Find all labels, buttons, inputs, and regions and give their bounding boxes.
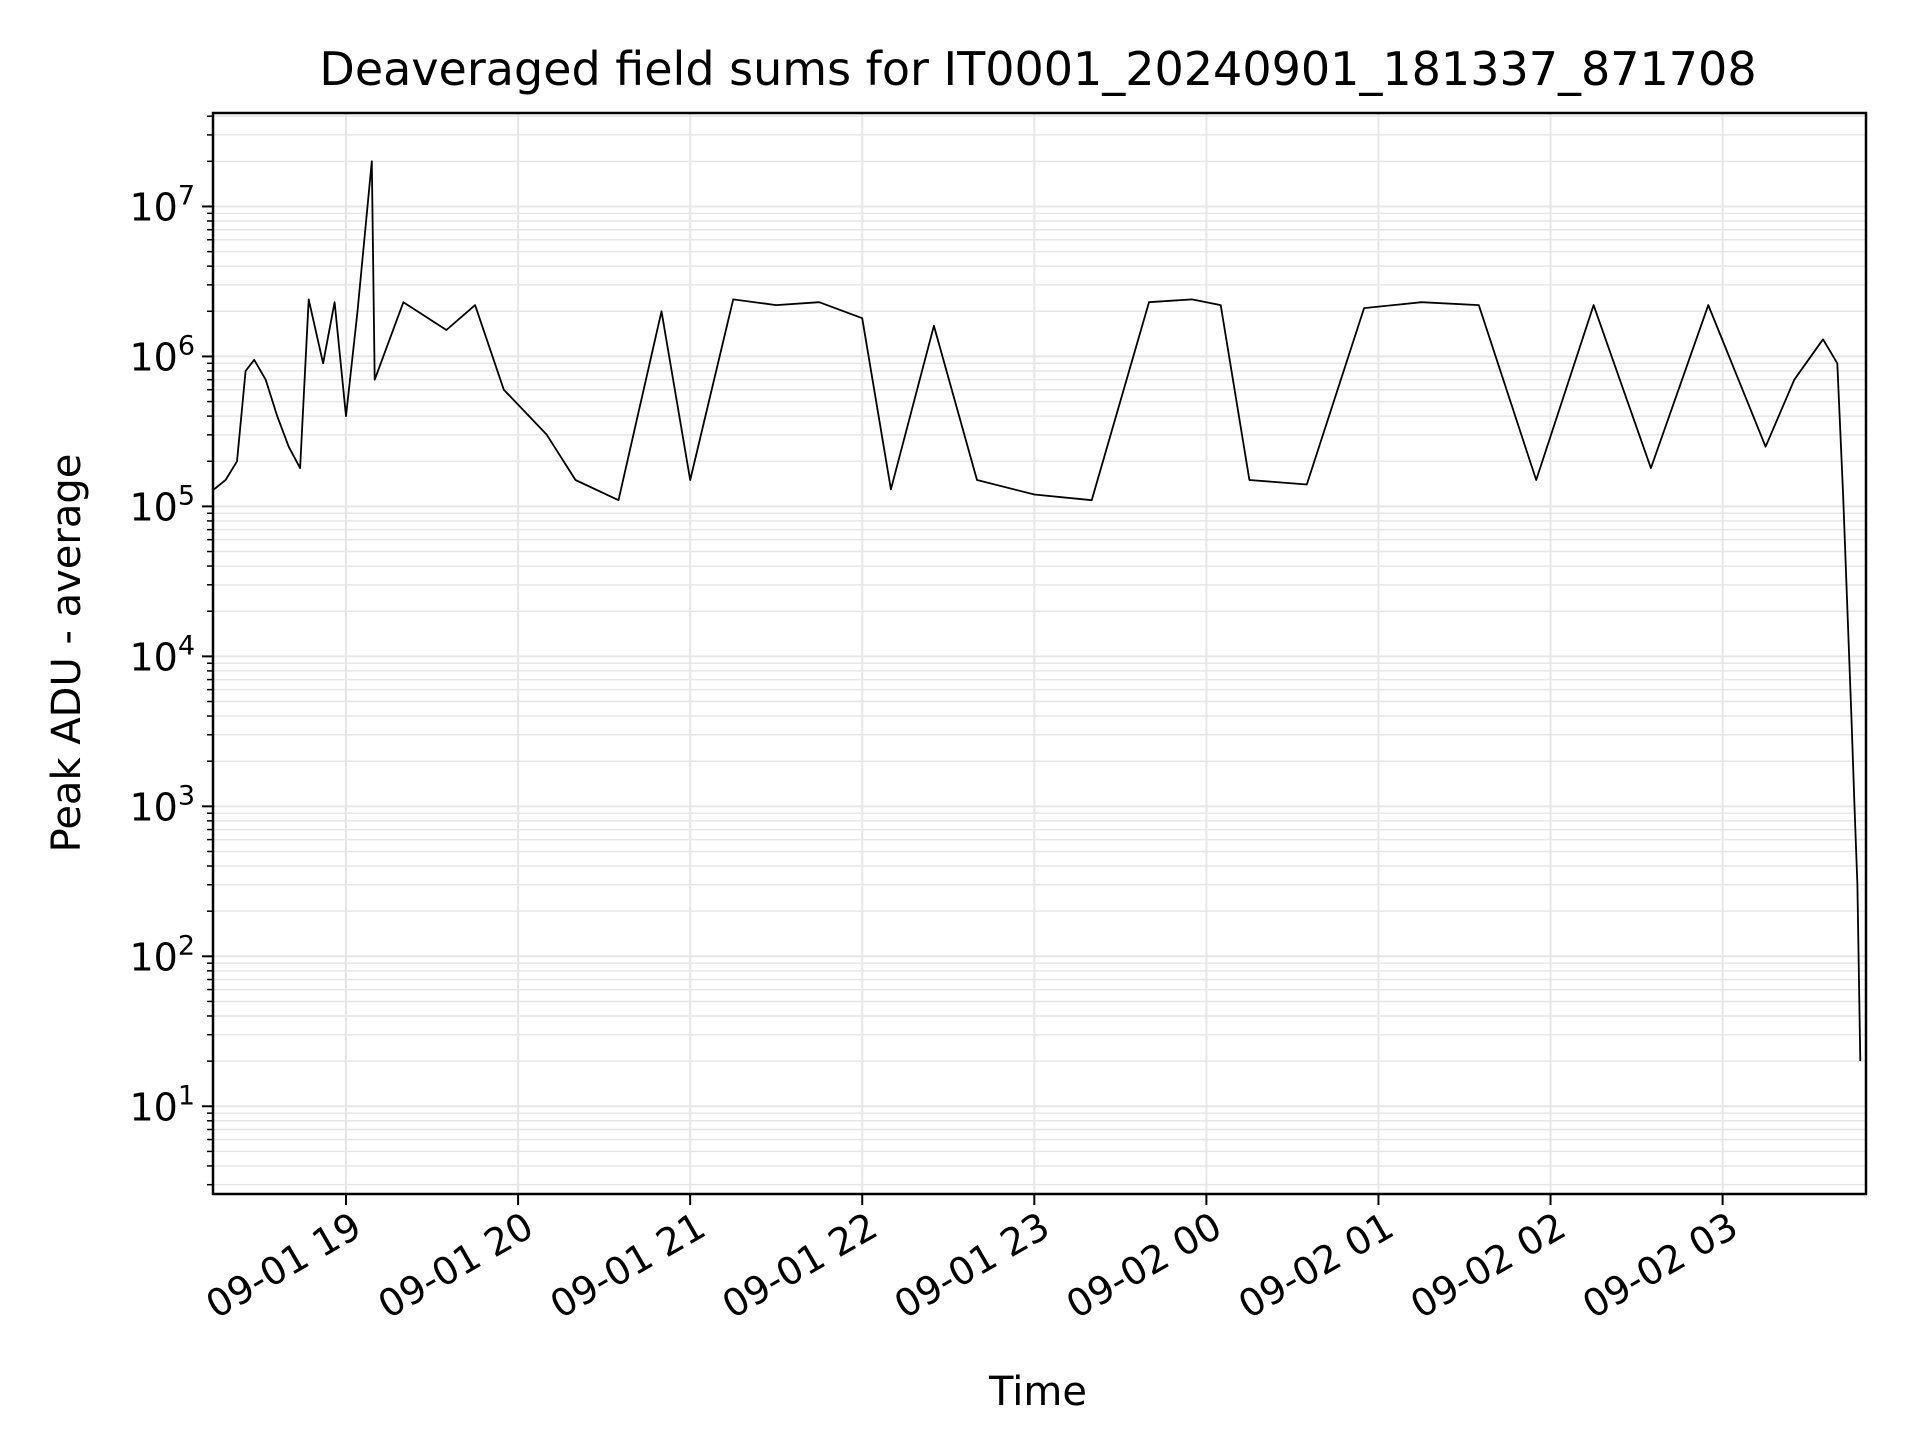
y-axis-label: Peak ADU - average	[44, 454, 90, 853]
y-tick-label: 106	[129, 330, 195, 379]
x-axis-label: Time	[988, 1369, 1087, 1415]
y-tick-label: 105	[129, 480, 195, 529]
chart-title: Deaveraged field sums for IT0001_2024090…	[319, 42, 1756, 96]
plot-frame	[211, 111, 1868, 1196]
y-tick-label: 107	[129, 180, 195, 229]
y-tick-label: 102	[129, 930, 195, 979]
y-tick-label: 103	[129, 780, 195, 829]
grid	[213, 113, 1866, 1194]
series-line	[213, 160, 1862, 1062]
y-tick-label: 104	[129, 630, 195, 679]
y-tick-label: 101	[129, 1080, 195, 1129]
series-layer	[213, 160, 1862, 1062]
